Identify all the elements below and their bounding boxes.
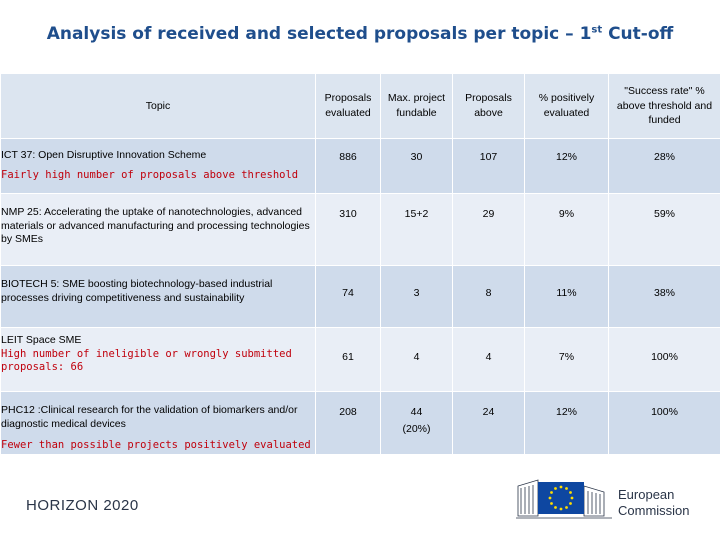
cell-pct-positive: 12%	[524, 391, 609, 455]
cell-evaluated: 208	[315, 391, 381, 455]
cell-evaluated: 61	[315, 327, 381, 392]
cell-above: 29	[452, 193, 525, 266]
row-topic: LEIT Space SME High number of ineligible…	[0, 327, 316, 392]
cell-max-fundable: 15+2	[380, 193, 453, 266]
cell-success-rate: 38%	[608, 265, 720, 328]
cell-pct-positive: 7%	[524, 327, 609, 392]
header-evaluated: Proposals evaluated	[315, 73, 381, 139]
header-max-fundable: Max. project fundable	[380, 73, 453, 139]
header-topic: Topic	[0, 73, 316, 139]
row-topic: ICT 37: Open Disruptive Innovation Schem…	[0, 138, 316, 194]
cell-max-fundable-sub: (20%)	[402, 422, 431, 435]
row-topic: NMP 25: Accelerating the uptake of nanot…	[0, 193, 316, 266]
horizon-2020-logo: HORIZON 2020	[26, 497, 139, 514]
cell-pct-positive: 11%	[524, 265, 609, 328]
cell-above: 8	[452, 265, 525, 328]
page-title: Analysis of received and selected propos…	[46, 24, 674, 44]
header-pct-positive: % positively evaluated	[524, 73, 609, 139]
european-commission-wordmark: European Commission	[618, 487, 690, 518]
cell-evaluated: 886	[315, 138, 381, 194]
cell-above: 107	[452, 138, 525, 194]
row-topic: PHC12 :Clinical research for the validat…	[0, 391, 316, 455]
cell-evaluated: 74	[315, 265, 381, 328]
cell-pct-positive: 12%	[524, 138, 609, 194]
cell-success-rate: 100%	[608, 327, 720, 392]
european-commission-logo	[516, 479, 612, 519]
row-topic: BIOTECH 5: SME boosting biotechnology-ba…	[0, 265, 316, 328]
row-note: Fairly high number of proposals above th…	[1, 168, 299, 181]
cell-pct-positive: 9%	[524, 193, 609, 266]
table-row: ICT 37: Open Disruptive Innovation Schem…	[0, 138, 720, 194]
cell-evaluated: 310	[315, 193, 381, 266]
cell-success-rate: 28%	[608, 138, 720, 194]
eu-stars-icon	[548, 485, 574, 511]
cell-max-fundable: 30	[380, 138, 453, 194]
table-row: PHC12 :Clinical research for the validat…	[0, 391, 720, 455]
row-note: Fewer than possible projects positively …	[1, 439, 311, 452]
cell-success-rate: 100%	[608, 391, 720, 455]
table-row: LEIT Space SME High number of ineligible…	[0, 327, 720, 392]
proposals-table: Topic Proposals evaluated Max. project f…	[0, 73, 720, 455]
cell-max-fundable: 3	[380, 265, 453, 328]
header-above: Proposals above	[452, 73, 525, 139]
cell-above: 4	[452, 327, 525, 392]
cell-max-fundable: 44 (20%)	[380, 391, 453, 455]
table-header-row: Topic Proposals evaluated Max. project f…	[0, 73, 720, 139]
header-success-rate: "Success rate" % above threshold and fun…	[608, 73, 720, 139]
table-row: NMP 25: Accelerating the uptake of nanot…	[0, 193, 720, 266]
cell-max-fundable: 4	[380, 327, 453, 392]
cell-success-rate: 59%	[608, 193, 720, 266]
table-row: BIOTECH 5: SME boosting biotechnology-ba…	[0, 265, 720, 328]
cell-above: 24	[452, 391, 525, 455]
row-note: High number of ineligible or wrongly sub…	[1, 347, 292, 374]
